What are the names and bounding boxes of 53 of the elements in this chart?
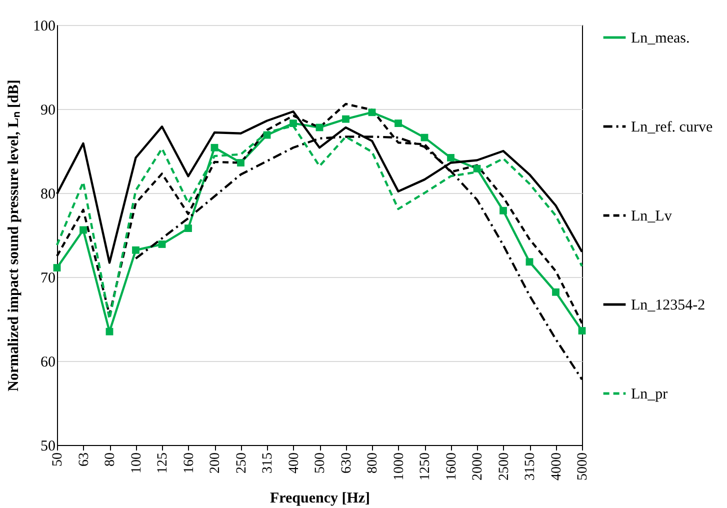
legend-label: Ln_12354-2 xyxy=(631,298,706,314)
point xyxy=(53,264,61,272)
point xyxy=(106,328,114,336)
x-tick-label: 50 xyxy=(50,452,66,466)
y-axis-title: Normalized impact sound pressure level, Lₙ [dB] xyxy=(6,80,22,392)
point xyxy=(447,154,454,162)
point xyxy=(420,134,428,142)
point xyxy=(394,120,402,127)
x-tick-label: 2000 xyxy=(470,452,486,480)
point xyxy=(552,288,560,296)
point xyxy=(237,159,244,166)
x-tick-label: 2500 xyxy=(496,452,512,480)
x-tick-label: 250 xyxy=(234,452,250,474)
legend-label: Ln_meas. xyxy=(631,30,690,46)
x-tick-label: 500 xyxy=(313,452,328,474)
point xyxy=(342,115,350,123)
point xyxy=(473,164,481,172)
y-tick-label: 50 xyxy=(40,438,56,454)
y-tick-label: 70 xyxy=(40,270,56,286)
point xyxy=(578,327,586,334)
point xyxy=(290,120,297,127)
x-tick-label: 160 xyxy=(182,452,197,474)
x-tick-label: 400 xyxy=(286,452,302,474)
point xyxy=(184,224,192,232)
point xyxy=(158,240,166,248)
x-tick-label: 4000 xyxy=(549,452,564,480)
legend-label: Ln_ref. curve xyxy=(631,120,713,136)
x-tick-label: 800 xyxy=(366,452,380,474)
point xyxy=(80,226,87,234)
y-tick-label: 100 xyxy=(33,18,56,34)
point xyxy=(368,108,376,116)
point xyxy=(210,144,218,152)
x-tick-label: 630 xyxy=(339,452,354,474)
x-tick-label: 125 xyxy=(156,452,170,474)
legend-label: Ln_pr xyxy=(631,386,668,402)
x-tick-label: 200 xyxy=(208,452,223,474)
x-tick-label: 80 xyxy=(103,452,118,466)
point xyxy=(526,258,534,266)
x-tick-label: 315 xyxy=(260,452,276,474)
point xyxy=(500,206,507,214)
x-tick-label: 1250 xyxy=(418,452,433,480)
x-tick-label: 100 xyxy=(129,452,144,474)
x-tick-label: 5000 xyxy=(576,452,590,480)
x-tick-label: 1000 xyxy=(392,452,407,480)
x-axis-title: Frequency [Hz] xyxy=(270,490,370,506)
x-tick-label: 3150 xyxy=(523,452,538,480)
point xyxy=(132,246,140,254)
y-tick-label: 60 xyxy=(40,354,56,370)
y-tick-label: 90 xyxy=(40,102,56,118)
y-tick-label: 80 xyxy=(40,186,56,202)
legend-label: Ln_Lv xyxy=(631,208,672,224)
x-tick-label: 1600 xyxy=(444,452,460,480)
x-tick-label: 63 xyxy=(76,452,92,466)
